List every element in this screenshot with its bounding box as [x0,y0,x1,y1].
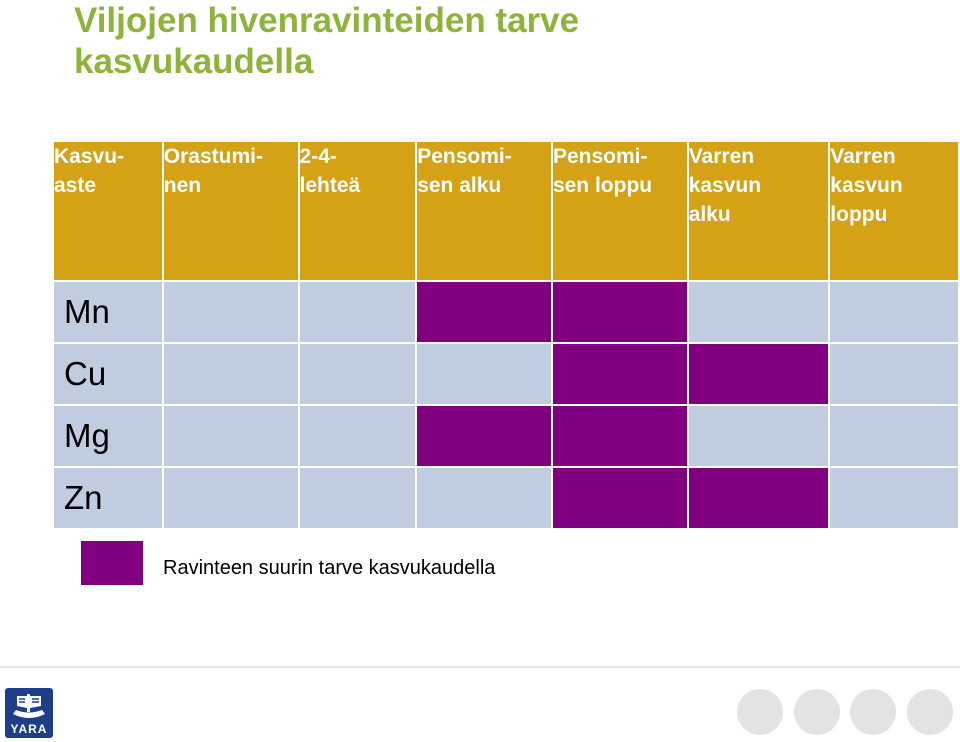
header-cell-stem-growth-start: Varren kasvun alku [686,140,831,282]
decorative-dot-3 [850,689,896,735]
need-cell [161,342,300,406]
need-cell-high [550,342,689,406]
logo-text: YARA [10,722,48,736]
decorative-dot-2 [794,689,840,735]
need-cell [297,466,418,530]
need-cell-high [550,404,689,468]
header-cell-tillering-start: Pensomi- sen alku [415,140,553,282]
need-cell-high [686,342,831,406]
nutrient-label: Cu [52,342,164,406]
need-cell [161,404,300,468]
need-cell [297,280,418,344]
need-cell [161,466,300,530]
legend-label: Ravinteen suurin tarve kasvukaudella [163,557,496,579]
need-cell [828,342,960,406]
table-row: Mg [52,404,960,468]
need-cell [686,280,831,344]
need-cell [415,342,553,406]
need-cell [828,466,960,530]
need-cell-high [415,404,553,468]
need-cell [686,404,831,468]
header-cell-2-4-leaf: 2-4- lehteä [297,140,418,282]
table-header-row: Kasvu- aste Orastumi- nen 2-4- lehteä Pe… [52,140,960,282]
need-cell-high [415,280,553,344]
table-row: Mn [52,280,960,344]
header-cell-tillering-end: Pensomi- sen loppu [550,140,689,282]
decorative-dot-1 [737,689,783,735]
header-cell-emergence: Orastumi- nen [161,140,300,282]
header-cell-growth-stage: Kasvu- aste [52,140,164,282]
nutrient-need-table: Kasvu- aste Orastumi- nen 2-4- lehteä Pe… [52,140,960,530]
yara-logo: YARA [5,688,53,738]
need-cell [415,466,553,530]
need-cell [297,342,418,406]
need-cell [161,280,300,344]
need-cell-high [550,466,689,530]
nutrient-label: Mn [52,280,164,344]
legend-swatch [81,541,143,585]
need-cell-high [550,280,689,344]
footer-divider [0,666,960,668]
need-cell [297,404,418,468]
viking-ship-icon [13,694,45,718]
need-cell-high [686,466,831,530]
table-row: Cu [52,342,960,406]
decorative-dot-4 [907,689,953,735]
need-cell [828,280,960,344]
need-cell [828,404,960,468]
header-cell-stem-growth-end: Varren kasvun loppu [828,140,960,282]
nutrient-label: Zn [52,466,164,530]
page-title: Viljojen hivenravinteiden tarve kasvukau… [74,1,580,81]
nutrient-label: Mg [52,404,164,468]
table-row: Zn [52,466,960,530]
